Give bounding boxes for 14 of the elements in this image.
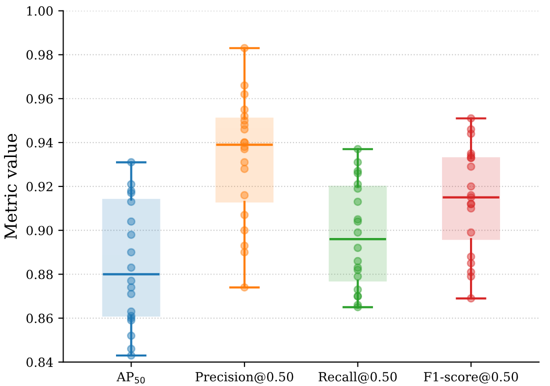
y-tick-label: 0.90 (26, 226, 53, 236)
x-tick-label: F1-score@0.50 (424, 372, 518, 384)
x-tick-label: Precision@0.50 (196, 372, 294, 384)
y-tick-label: 0.92 (26, 182, 52, 192)
y-tick-label: 0.98 (26, 50, 53, 60)
x-tick-label: AP$_{50}$ (116, 372, 145, 384)
y-tick-label: 0.94 (26, 138, 53, 148)
y-tick-label: 0.86 (26, 314, 53, 324)
y-tick-label: 0.96 (26, 94, 53, 104)
y-tick-label: 0.88 (26, 270, 53, 280)
y-tick-label: 0.84 (26, 358, 53, 367)
y-axis-title: Metric value (4, 134, 17, 240)
x-tick-label: Recall@0.50 (318, 372, 397, 384)
y-tick-label: 1.00 (27, 6, 53, 16)
